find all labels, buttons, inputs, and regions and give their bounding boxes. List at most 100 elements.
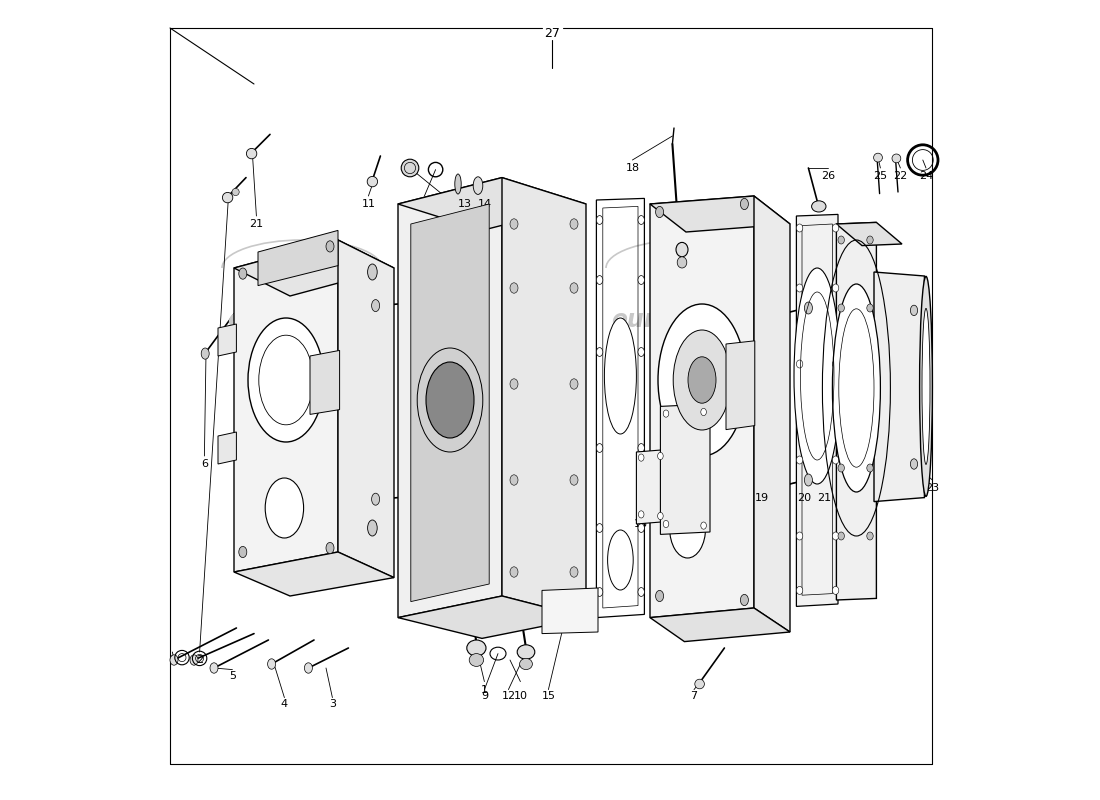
Ellipse shape (510, 218, 518, 230)
Polygon shape (660, 404, 710, 534)
Polygon shape (650, 608, 790, 642)
Ellipse shape (920, 276, 933, 496)
Ellipse shape (596, 524, 603, 533)
Ellipse shape (838, 464, 845, 472)
Ellipse shape (638, 454, 644, 461)
Polygon shape (234, 240, 338, 572)
Ellipse shape (796, 284, 803, 292)
Ellipse shape (867, 464, 873, 472)
Ellipse shape (804, 302, 813, 314)
Ellipse shape (426, 362, 474, 438)
Ellipse shape (796, 224, 803, 232)
Ellipse shape (701, 522, 706, 530)
Text: 1: 1 (481, 685, 488, 694)
Text: 4: 4 (280, 699, 288, 709)
Ellipse shape (570, 566, 578, 578)
Ellipse shape (833, 456, 839, 464)
Ellipse shape (222, 192, 233, 203)
Ellipse shape (867, 532, 873, 540)
Polygon shape (542, 588, 598, 634)
Text: 21: 21 (817, 493, 832, 502)
Ellipse shape (804, 474, 813, 486)
Polygon shape (836, 222, 902, 246)
Ellipse shape (326, 241, 334, 252)
Ellipse shape (248, 318, 324, 442)
Ellipse shape (663, 410, 669, 418)
Polygon shape (398, 596, 586, 638)
Text: 19: 19 (755, 493, 769, 502)
Text: 16: 16 (634, 519, 648, 529)
Polygon shape (874, 272, 924, 502)
Ellipse shape (267, 659, 276, 669)
Ellipse shape (170, 654, 178, 666)
Ellipse shape (596, 587, 603, 597)
Ellipse shape (838, 532, 845, 540)
Polygon shape (502, 178, 586, 618)
Ellipse shape (246, 148, 256, 158)
Ellipse shape (796, 532, 803, 540)
Ellipse shape (638, 443, 645, 452)
Ellipse shape (663, 520, 669, 528)
Ellipse shape (367, 176, 377, 187)
Text: 3: 3 (329, 699, 336, 709)
Ellipse shape (796, 360, 803, 368)
Text: 2: 2 (196, 655, 204, 665)
Ellipse shape (911, 459, 917, 469)
Ellipse shape (607, 530, 634, 590)
Ellipse shape (658, 452, 663, 459)
Ellipse shape (838, 236, 845, 244)
Ellipse shape (658, 512, 663, 520)
Text: 6: 6 (201, 459, 208, 469)
Ellipse shape (638, 587, 645, 597)
Ellipse shape (670, 498, 705, 558)
Ellipse shape (676, 242, 688, 257)
Ellipse shape (201, 348, 209, 359)
Ellipse shape (695, 679, 704, 689)
Text: 17: 17 (661, 519, 675, 529)
Ellipse shape (596, 215, 603, 224)
Text: 5: 5 (229, 671, 235, 681)
Polygon shape (650, 196, 754, 618)
Ellipse shape (833, 360, 839, 368)
Ellipse shape (570, 282, 578, 294)
Ellipse shape (210, 662, 218, 674)
Ellipse shape (794, 268, 840, 484)
Text: 24: 24 (918, 171, 933, 181)
Ellipse shape (678, 257, 686, 268)
Ellipse shape (232, 188, 239, 196)
Ellipse shape (265, 478, 304, 538)
Ellipse shape (656, 206, 663, 218)
Text: 7: 7 (691, 691, 697, 701)
Text: 22: 22 (893, 171, 907, 181)
Text: 10: 10 (514, 691, 527, 701)
Text: 15: 15 (541, 691, 556, 701)
Ellipse shape (596, 443, 603, 452)
Ellipse shape (833, 284, 880, 492)
Ellipse shape (638, 275, 645, 284)
Polygon shape (310, 350, 340, 414)
Ellipse shape (833, 284, 839, 292)
Polygon shape (398, 178, 502, 618)
Text: eurospares: eurospares (228, 308, 376, 332)
Ellipse shape (867, 236, 873, 244)
Ellipse shape (892, 154, 901, 162)
Polygon shape (218, 432, 236, 464)
Polygon shape (338, 240, 394, 578)
Ellipse shape (519, 658, 532, 670)
Ellipse shape (833, 224, 839, 232)
Ellipse shape (796, 586, 803, 594)
Ellipse shape (596, 275, 603, 284)
Text: 18: 18 (625, 163, 639, 173)
Polygon shape (637, 450, 666, 524)
Text: eurospares: eurospares (612, 308, 761, 332)
Text: 9: 9 (481, 691, 488, 701)
Polygon shape (234, 240, 394, 296)
Ellipse shape (570, 379, 578, 389)
Ellipse shape (305, 662, 312, 674)
Ellipse shape (372, 493, 379, 506)
Text: 14: 14 (477, 199, 492, 209)
Ellipse shape (190, 654, 198, 666)
Ellipse shape (911, 306, 917, 315)
Ellipse shape (570, 475, 578, 485)
Text: 8: 8 (168, 655, 176, 665)
